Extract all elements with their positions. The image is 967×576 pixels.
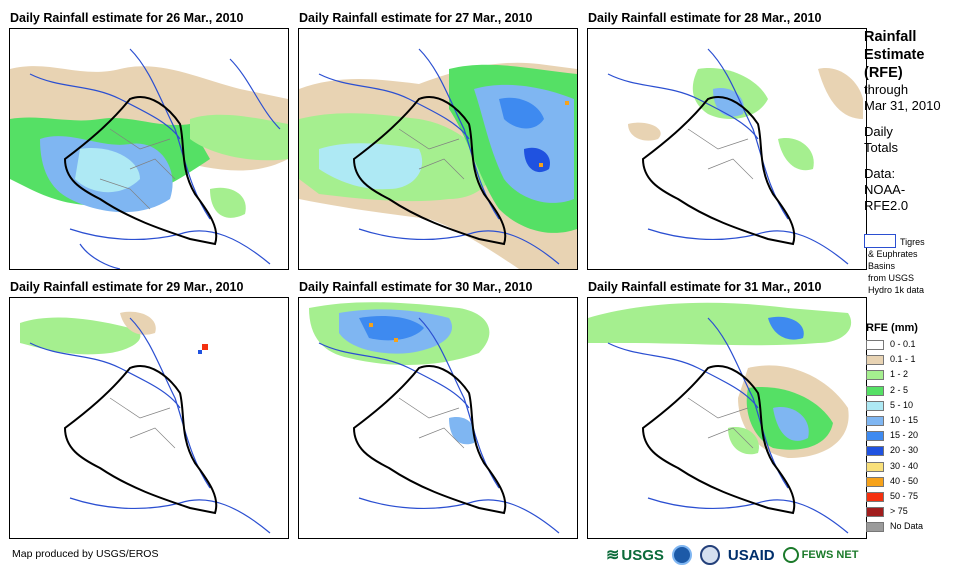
rfe-class-swatch <box>866 431 884 442</box>
rfe-class-swatch <box>866 522 884 533</box>
basin-line-4: from USGS <box>868 273 915 283</box>
rfe-class-label: 2 - 5 <box>890 384 909 395</box>
river-network <box>29 48 281 269</box>
rfe-class-label: > 75 <box>890 506 908 517</box>
legend-data-2: NOAA- <box>864 182 906 197</box>
river-network <box>607 317 849 534</box>
legend-header: Rainfall Estimate (RFE) through Mar 31, … <box>864 28 964 214</box>
rfe-class-label: 10 - 15 <box>890 415 919 425</box>
legend-daily-1: Daily <box>864 124 893 139</box>
panel-title-4: Daily Rainfall estimate for 29 Mar., 201… <box>10 280 244 294</box>
rfe-class-label: 50 - 75 <box>890 491 919 501</box>
rainfall-map-29-mar <box>9 297 289 539</box>
panel-title-1: Daily Rainfall estimate for 26 Mar., 201… <box>10 11 244 25</box>
rfe-class-swatch <box>866 461 884 472</box>
rfe-class-label: 40 - 50 <box>890 475 919 486</box>
rainfall-field <box>588 302 852 458</box>
river-network <box>318 48 560 265</box>
legend-heading-2: Estimate <box>864 47 925 63</box>
rfe-class-label: 0.1 - 1 <box>890 354 916 365</box>
basin-line-2: & Euphrates <box>868 249 918 259</box>
panel-title-5: Daily Rainfall estimate for 30 Mar., 201… <box>299 280 533 294</box>
rainfall-field <box>299 62 577 269</box>
rfe-class-swatch <box>866 507 884 518</box>
admin-boundaries <box>398 128 465 180</box>
rfe-class-label: No Data <box>890 521 924 532</box>
legend-daily-2: Totals <box>864 140 898 155</box>
rfe-class-swatch <box>866 340 884 350</box>
legend-date: Mar 31, 2010 <box>864 98 941 113</box>
admin-boundaries <box>109 397 176 449</box>
panel-title-2: Daily Rainfall estimate for 27 Mar., 201… <box>299 11 533 25</box>
logo-strip: ≋ USGS USAID FEWS NET <box>606 542 858 568</box>
basin-line-1: Tigres <box>900 237 925 247</box>
iraq-border <box>641 96 796 246</box>
noaa-logo <box>671 545 692 565</box>
iraq-border <box>352 96 507 246</box>
rainfall-field <box>10 66 288 218</box>
fews-net-logo: FEWS NET <box>782 547 858 563</box>
rfe-class-label: 20 - 30 <box>890 445 919 456</box>
rfe-class-label: 5 - 10 <box>890 399 914 410</box>
legend-data-3: RFE2.0 <box>864 198 909 213</box>
rfe-class-swatch <box>866 492 884 502</box>
dhs-seal-logo <box>699 545 720 565</box>
rainfall-map-28-mar <box>587 28 867 270</box>
rainfall-field <box>309 302 490 445</box>
rfe-class-swatch <box>866 385 884 396</box>
rfe-class-swatch <box>866 446 884 457</box>
admin-boundaries <box>99 128 176 210</box>
rfe-class-swatch <box>866 370 884 381</box>
basin-line-3: Basins <box>868 261 896 271</box>
rfe-class-label: 30 - 40 <box>890 460 919 471</box>
map-credit: Map produced by USGS/EROS <box>12 548 159 560</box>
iraq-border <box>63 365 218 515</box>
legend-heading-1: Rainfall <box>864 29 917 45</box>
rainfall-field <box>20 311 208 355</box>
legend-data-1: Data: <box>864 166 896 181</box>
legend-heading-3: (RFE) <box>864 65 903 81</box>
rainfall-map-30-mar <box>298 297 578 539</box>
river-network <box>607 48 849 265</box>
rainfall-field <box>628 68 863 171</box>
rfe-legend-title: RFE (mm) <box>866 322 918 334</box>
usaid-logo: USAID <box>727 546 775 564</box>
rfe-class-swatch <box>866 355 884 366</box>
rfe-class-swatch <box>866 416 884 426</box>
rainfall-map-26-mar <box>9 28 289 270</box>
admin-boundaries <box>687 128 754 180</box>
iraq-border <box>63 96 218 246</box>
legend-through: through <box>864 82 909 97</box>
iraq-border <box>641 365 796 515</box>
rfe-class-label: 15 - 20 <box>890 430 919 441</box>
panel-title-3: Daily Rainfall estimate for 28 Mar., 201… <box>588 11 822 25</box>
rfe-class-swatch <box>866 400 884 411</box>
rfe-class-label: 0 - 0.1 <box>890 339 916 349</box>
iraq-border <box>352 365 507 515</box>
panel-title-6: Daily Rainfall estimate for 31 Mar., 201… <box>588 280 822 294</box>
rainfall-map-27-mar <box>298 28 578 270</box>
usgs-logo: ≋ USGS <box>606 546 664 565</box>
rfe-class-label: 1 - 2 <box>890 369 909 380</box>
admin-boundaries <box>687 397 754 449</box>
basin-outline-swatch <box>864 234 896 248</box>
basin-line-5: Hydro 1k data <box>868 285 925 295</box>
river-network <box>318 317 560 534</box>
rfe-class-swatch <box>866 476 884 487</box>
rainfall-map-31-mar <box>587 297 867 539</box>
river-network <box>29 317 271 534</box>
admin-boundaries <box>398 397 465 449</box>
